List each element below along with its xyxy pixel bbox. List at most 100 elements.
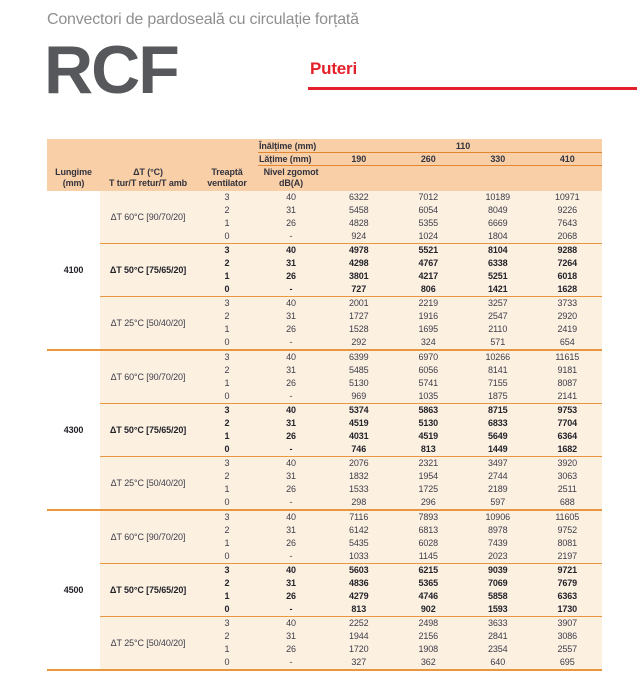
fan-step-cell: 0	[224, 284, 230, 294]
power-value-cell: 571	[490, 337, 506, 347]
power-value-cell: 2110	[488, 324, 508, 334]
power-value-cell: 2354	[487, 644, 508, 654]
power-value-cell: 3907	[557, 618, 578, 628]
table-row: 0 - 746 813 1449 1682	[196, 443, 602, 456]
power-value-cell: 4519	[348, 418, 369, 428]
power-value-cell: 3257	[487, 298, 508, 308]
power-value-cell: 5741	[418, 378, 439, 388]
power-value-cell: 1875	[487, 391, 508, 401]
power-value-cell: 695	[559, 657, 575, 667]
fan-step-cell: 2	[224, 578, 230, 588]
power-value-cell: 10266	[485, 352, 511, 362]
noise-level-cell: -	[289, 337, 293, 347]
width-row: Lățime (mm) 190 260 330 410	[258, 153, 602, 166]
power-value-cell: 9752	[557, 525, 578, 535]
noise-level-cell: 31	[286, 365, 296, 375]
fan-step-cell: 0	[224, 497, 230, 507]
group-rows: 3 40 6399 6970 10266 11615 2 31 5485 6056 8141 9181…	[196, 351, 602, 403]
noise-level-cell: 26	[286, 378, 296, 388]
power-value-cell: 362	[420, 657, 436, 667]
power-value-cell: 2189	[487, 484, 508, 494]
power-value-cell: 1593	[487, 604, 508, 614]
table-row: 1 26 4279 4746 5858 6363	[196, 590, 602, 603]
power-value-cell: 2557	[557, 644, 578, 654]
fan-step-cell: 0	[224, 657, 230, 667]
noise-level-cell: 40	[286, 405, 296, 415]
power-value-cell: 6056	[418, 365, 439, 375]
power-value-cell: 7012	[418, 192, 439, 202]
power-value-cell: 1944	[348, 631, 369, 641]
table-row: 1 26 4031 4519 5649 6364	[196, 430, 602, 443]
section-heading: Puteri	[310, 59, 357, 78]
noise-level-cell: 40	[286, 618, 296, 628]
power-value-cell: 6399	[348, 352, 369, 362]
delta-t-header-line2: T tur/T retur/T amb	[108, 177, 188, 188]
noise-level-cell: 31	[286, 258, 296, 268]
power-value-cell: 2141	[557, 391, 578, 401]
height-value: 110	[455, 141, 471, 151]
power-value-cell: 4217	[418, 271, 439, 281]
power-value-cell: 6669	[487, 218, 508, 228]
table-row: 2 31 1727 1916 2547 2920	[196, 310, 602, 323]
column-header-noise: Nivel zgomot dB(A)	[258, 166, 324, 190]
power-value-cell: 2197	[557, 551, 578, 561]
fan-step-cell: 1	[224, 324, 230, 334]
power-value-cell: 3920	[557, 458, 578, 468]
power-value-cell: 7643	[557, 218, 578, 228]
noise-level-cell: -	[289, 551, 293, 561]
fan-step-cell: 1	[224, 591, 230, 601]
fan-step-header-line2: ventilator	[207, 177, 247, 188]
power-value-cell: 296	[420, 497, 436, 507]
power-value-cell: 813	[420, 444, 436, 454]
power-value-cell: 688	[559, 497, 575, 507]
power-value-cell: 5251	[487, 271, 508, 281]
power-value-cell: 2219	[418, 298, 439, 308]
fan-step-cell: 2	[224, 418, 230, 428]
noise-level-cell: 40	[286, 458, 296, 468]
power-value-cell: 6338	[487, 258, 508, 268]
power-value-cell: 3086	[557, 631, 578, 641]
length-cell: 4500	[47, 511, 100, 669]
length-cell: 4100	[47, 191, 100, 349]
delta-t-group: ΔT 50°C [75/65/20] 3 40 4978 5521 8104 9288 2 31…	[100, 243, 602, 296]
power-value-cell: 2252	[348, 618, 369, 628]
delta-t-label: ΔT 60°C [90/70/20]	[110, 212, 186, 222]
power-value-cell: 2511	[557, 484, 577, 494]
power-value-cell: 3801	[348, 271, 369, 281]
table-section: 4500 ΔT 60°C [90/70/20] 3 40 7116 7893 10906 11…	[47, 511, 602, 671]
group-rows: 3 40 2001 2219 3257 3733 2 31 1727 1916 2547 2920 1 2…	[196, 297, 602, 349]
power-value-cell: 6018	[557, 271, 578, 281]
power-value-cell: 7116	[349, 512, 369, 522]
noise-level-cell: 26	[286, 271, 296, 281]
power-value-cell: 4279	[348, 591, 369, 601]
power-value-cell: 324	[420, 337, 436, 347]
power-value-cell: 5521	[418, 245, 439, 255]
fan-step-cell: 1	[224, 218, 230, 228]
power-value-cell: 292	[351, 337, 367, 347]
noise-level-cell: 31	[286, 311, 296, 321]
power-value-cell: 7155	[487, 378, 508, 388]
table-row: 1 26 5130 5741 7155 8087	[196, 377, 602, 390]
power-value-cell: 4746	[418, 591, 439, 601]
noise-header-row: Nivel zgomot dB(A)	[258, 166, 602, 190]
fan-step-cell: 0	[224, 604, 230, 614]
power-value-cell: 1533	[348, 484, 369, 494]
group-rows: 3 40 6322 7012 10189 10971 2 31 5458 6054 8049 9226…	[196, 191, 602, 243]
noise-level-cell: 40	[286, 565, 296, 575]
power-value-cell: 8049	[487, 205, 508, 215]
fan-step-cell: 3	[224, 565, 230, 575]
power-value-cell: 1725	[418, 484, 439, 494]
noise-level-cell: 31	[286, 631, 296, 641]
table-row: 0 - 727 806 1421 1628	[196, 283, 602, 296]
power-value-cell: 10971	[554, 192, 580, 202]
power-value-cell: 4031	[348, 431, 369, 441]
table-row: 0 - 292 324 571 654	[196, 336, 602, 349]
power-value-cell: 9226	[557, 205, 578, 215]
power-value-cell: 9181	[557, 365, 578, 375]
delta-t-label: ΔT 60°C [90/70/20]	[110, 532, 186, 542]
table-row: 3 40 2076 2321 3497 3920	[196, 457, 602, 470]
power-value-cell: 1804	[487, 231, 508, 241]
power-value-cell: 10189	[485, 192, 511, 202]
fan-step-cell: 2	[224, 365, 230, 375]
